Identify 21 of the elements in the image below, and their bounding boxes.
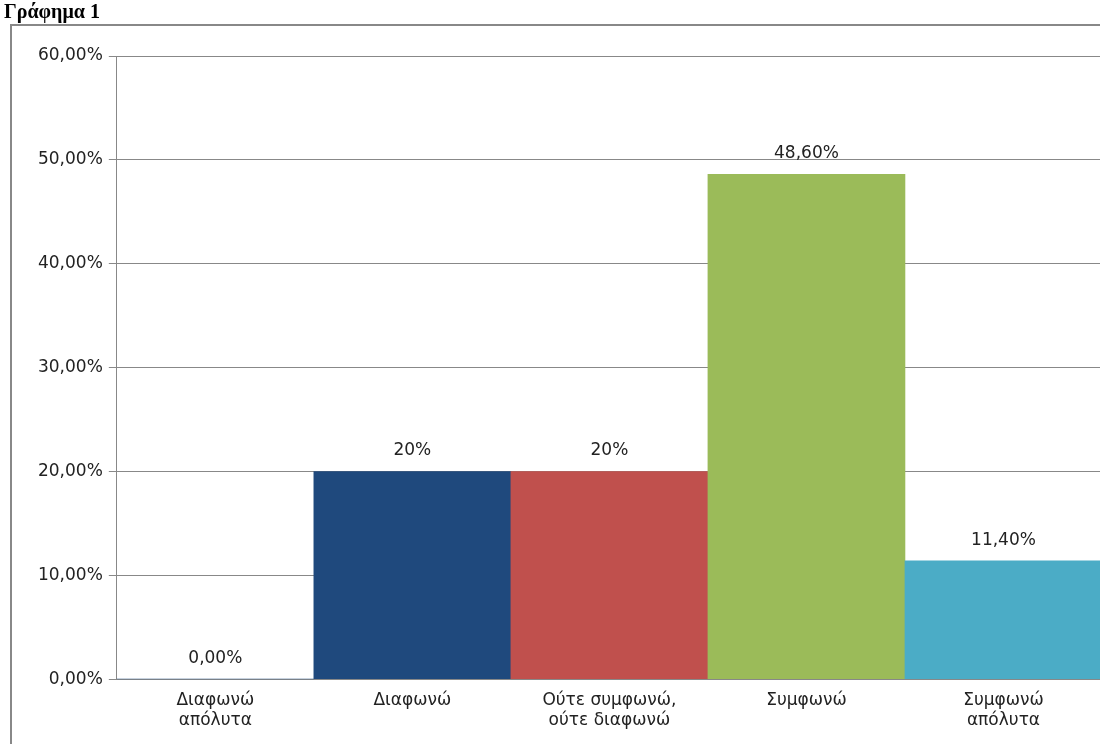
y-tick-label: 0,00% [48,667,103,688]
data-label: 48,60% [774,142,839,163]
y-tick-label: 50,00% [37,148,103,169]
x-tick-label: Συμφωνώ απόλυτα [963,688,1044,730]
y-tick-label: 30,00% [37,356,103,377]
x-tick-label: Συμφωνώ [766,688,847,709]
bar [707,174,906,680]
data-label: 0,00% [188,647,243,668]
data-label: 11,40% [971,528,1036,549]
y-tick-label: 10,00% [37,563,103,584]
bar [313,471,512,680]
x-tick-label: Διαφωνώ απόλυτα [176,688,255,730]
y-tick-label: 40,00% [37,252,103,273]
y-tick-label: 20,00% [37,459,103,480]
data-label: 20% [590,439,629,460]
bar [510,471,709,680]
x-tick-label: Διαφωνώ [373,688,452,709]
data-label: 20% [393,439,432,460]
x-tick-label: Ούτε συμφωνώ, ούτε διαφωνώ [542,688,677,730]
y-tick-label: 60,00% [37,44,103,65]
chart-title: Γράφημα 1 [4,0,100,22]
